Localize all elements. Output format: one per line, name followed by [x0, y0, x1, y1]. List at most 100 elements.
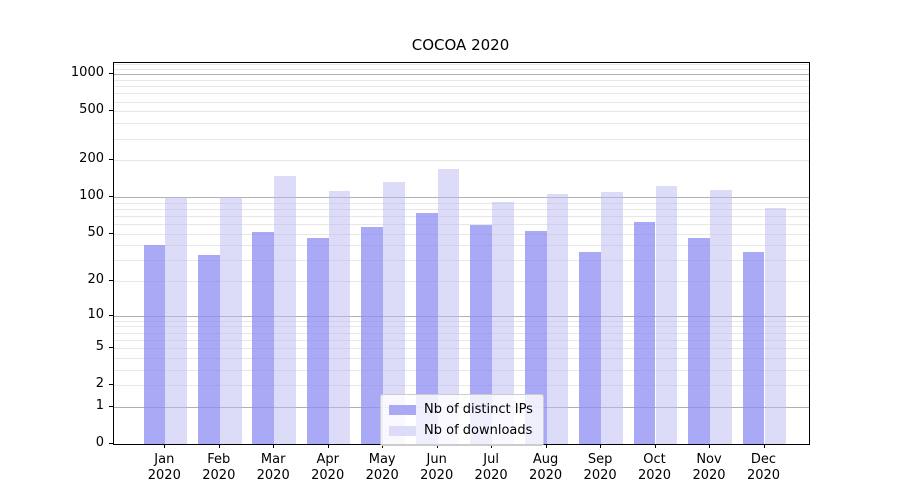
- chart-title: COCOA 2020: [411, 36, 510, 54]
- x-tick-label: Jul 2020: [463, 452, 519, 484]
- x-tick-year: 2020: [147, 468, 181, 483]
- minor-gridline: [114, 245, 809, 247]
- minor-gridline: [114, 79, 809, 81]
- bar-downloads-mar: [274, 176, 296, 444]
- bar-downloads-may: [383, 182, 405, 444]
- x-tick-month: Jul: [483, 452, 499, 467]
- x-tick-mark: [709, 444, 710, 448]
- bar-distinct-ips-aug: [524, 230, 547, 444]
- bar-distinct-ips-dec: [742, 252, 765, 444]
- x-tick-mark: [327, 444, 329, 448]
- minor-gridline: [114, 64, 809, 66]
- minor-gridline: [114, 326, 809, 328]
- minor-gridline: [114, 233, 809, 235]
- legend-swatch-distinct-ips: [389, 404, 416, 415]
- minor-gridline: [114, 385, 809, 387]
- minor-gridline: [114, 348, 809, 350]
- x-tick-mark: [600, 444, 602, 448]
- legend-item-downloads: Nb of downloads: [389, 421, 533, 440]
- x-tick-year: 2020: [692, 468, 726, 483]
- bar-distinct-ips-may: [361, 226, 384, 444]
- bar-distinct-ips-mar: [252, 231, 275, 444]
- minor-gridline: [114, 215, 809, 217]
- major-gridline: [114, 196, 809, 198]
- major-gridline: [114, 315, 809, 317]
- x-tick-mark: [273, 444, 275, 448]
- y-tick-label: 50: [87, 224, 104, 240]
- minor-gridline: [114, 93, 809, 95]
- x-tick-month: Dec: [750, 452, 777, 467]
- bar-distinct-ips-apr: [306, 237, 329, 444]
- minor-gridline: [114, 208, 809, 210]
- x-tick-year: 2020: [420, 468, 454, 483]
- x-tick-mark: [654, 444, 656, 448]
- x-tick-month: Aug: [532, 452, 559, 467]
- y-tick-label: 2: [95, 376, 104, 392]
- y-tick-label: 200: [79, 151, 104, 167]
- legend-label-distinct-ips: Nb of distinct IPs: [424, 402, 533, 417]
- x-tick-label: Apr 2020: [300, 452, 356, 484]
- x-tick-year: 2020: [311, 468, 345, 483]
- legend-swatch-downloads: [389, 425, 416, 436]
- x-tick-mark: [491, 444, 493, 448]
- plot-area: [113, 62, 810, 445]
- x-tick-label: Mar 2020: [245, 452, 301, 484]
- minor-gridline: [114, 101, 809, 103]
- bar-downloads-dec: [764, 207, 787, 444]
- minor-gridline: [114, 111, 809, 113]
- minor-gridline: [114, 202, 809, 204]
- x-tick-month: Sep: [587, 452, 613, 467]
- x-tick-year: 2020: [583, 468, 617, 483]
- x-tick-month: Jan: [154, 452, 175, 467]
- x-tick-year: 2020: [746, 468, 781, 483]
- bar-distinct-ips-feb: [198, 255, 220, 444]
- x-tick-month: Nov: [696, 452, 722, 467]
- bar-downloads-sep: [601, 191, 623, 444]
- x-tick-label: Sep 2020: [572, 452, 628, 484]
- x-tick-mark: [545, 444, 547, 448]
- x-tick-year: 2020: [474, 468, 508, 483]
- x-tick-year: 2020: [202, 468, 236, 483]
- x-tick-mark: [436, 444, 438, 448]
- y-tick-mark: [109, 384, 113, 386]
- y-tick-label: 100: [79, 187, 104, 203]
- x-tick-label: Dec 2020: [736, 452, 792, 484]
- minor-gridline: [114, 223, 809, 225]
- y-tick-mark: [109, 347, 113, 349]
- y-tick-label: 1: [95, 397, 104, 413]
- x-tick-year: 2020: [637, 468, 672, 483]
- x-tick-month: May: [368, 452, 396, 467]
- minor-gridline: [114, 339, 809, 341]
- y-tick-mark: [109, 159, 113, 161]
- minor-gridline: [114, 260, 809, 262]
- bar-downloads-jun: [437, 169, 460, 444]
- x-tick-year: 2020: [529, 468, 563, 483]
- y-tick-label: 10: [87, 306, 104, 322]
- x-tick-month: Mar: [260, 452, 286, 467]
- x-tick-month: Jun: [426, 452, 447, 467]
- bar-downloads-feb: [219, 196, 242, 444]
- bar-downloads-apr: [328, 190, 351, 444]
- x-tick-mark: [218, 444, 220, 448]
- x-tick-year: 2020: [365, 468, 399, 483]
- minor-gridline: [114, 86, 809, 88]
- x-tick-label: May 2020: [354, 452, 410, 484]
- bar-downloads-jan: [165, 196, 188, 444]
- x-tick-mark: [382, 444, 384, 448]
- minor-gridline: [114, 138, 809, 140]
- x-tick-year: 2020: [256, 468, 290, 483]
- y-tick-mark: [109, 443, 113, 444]
- x-tick-month: Feb: [207, 452, 231, 467]
- x-tick-month: Apr: [316, 452, 339, 467]
- y-tick-mark: [109, 314, 113, 316]
- x-tick-label: Oct 2020: [627, 452, 683, 484]
- legend: Nb of distinct IPs Nb of downloads: [380, 394, 544, 446]
- minor-gridline: [114, 332, 809, 334]
- x-tick-mark: [763, 444, 765, 448]
- y-tick-label: 20: [87, 272, 104, 287]
- minor-gridline: [114, 357, 809, 359]
- minor-gridline: [114, 69, 809, 71]
- y-tick-mark: [109, 73, 113, 75]
- y-tick-mark: [109, 405, 113, 407]
